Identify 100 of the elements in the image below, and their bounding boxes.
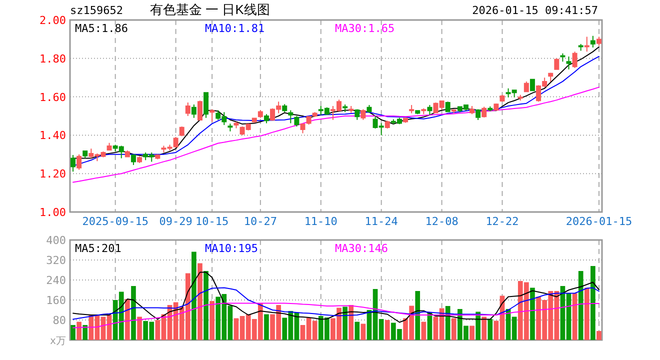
candlestick [524, 80, 529, 92]
bar [482, 316, 487, 340]
candlestick [234, 121, 239, 129]
text: MA5:201 [75, 242, 122, 255]
y-tick-label: 1.60 [40, 90, 66, 104]
chart-title: 有色基金 一 日K线图 [150, 2, 270, 17]
candlestick [578, 44, 584, 52]
bar [572, 293, 578, 340]
x-tick-label: 09-29 [159, 215, 192, 228]
bar [470, 326, 474, 340]
bar [476, 312, 480, 340]
bar [204, 271, 208, 340]
candlestick [258, 110, 263, 118]
text: MA30:1.65 [335, 22, 395, 35]
candlestick [409, 104, 414, 114]
candlestick [494, 103, 499, 112]
bar [421, 322, 426, 340]
candlestick [106, 142, 112, 152]
bar [354, 322, 360, 340]
candlestick [294, 116, 300, 128]
candlestick [476, 108, 481, 121]
candlestick [596, 36, 602, 46]
text: 2026-01-15 09:41:57 [472, 4, 598, 17]
x-tick-label: 10-27 [244, 215, 277, 228]
candlestick [451, 108, 456, 114]
line-series [72, 302, 600, 328]
bar [451, 318, 456, 340]
bar [445, 306, 450, 340]
candlestick [252, 117, 257, 124]
candlestick [173, 136, 178, 148]
candlestick [191, 104, 196, 118]
y-axis-title: x万 [50, 336, 66, 347]
bar [192, 252, 196, 340]
bar [590, 266, 596, 340]
y-tick-label: 2.00 [40, 14, 66, 27]
x-tick-label: 10-15 [196, 215, 229, 228]
x-tick-label: 11-24 [364, 215, 398, 228]
bar [264, 314, 269, 340]
line-series [72, 287, 600, 320]
bar [198, 263, 202, 340]
candlestick [70, 154, 76, 172]
candlestick [560, 52, 566, 62]
candlestick [548, 72, 554, 82]
candlestick [470, 106, 475, 115]
bar [415, 291, 420, 340]
candlestick [137, 156, 142, 164]
candlestick [384, 120, 390, 129]
candlestick [488, 106, 493, 112]
y-tick-label: 80 [52, 314, 66, 327]
candlestick [445, 101, 450, 113]
bar [70, 325, 76, 340]
candlestick [427, 104, 432, 116]
candlestick [403, 117, 408, 124]
candlestick [348, 106, 354, 114]
candlestick [82, 150, 88, 159]
candlestick [572, 51, 578, 68]
candlestick [204, 92, 209, 118]
text: MA10:195 [205, 242, 258, 255]
candlestick [354, 108, 360, 120]
y-tick-label: 1.00 [40, 206, 66, 219]
x-tick-label: 2026-01-15 [566, 215, 632, 228]
candlestick [590, 35, 596, 48]
x-tick-label: 12-22 [486, 215, 519, 228]
candlestick [197, 100, 202, 121]
y-tick-label: 320 [46, 254, 66, 267]
candlestick [210, 108, 215, 122]
bar [530, 288, 535, 340]
bar [210, 301, 214, 340]
candlestick [554, 58, 560, 70]
x-tick-label: 11-10 [304, 215, 338, 228]
candlestick [566, 56, 572, 70]
candlestick [179, 126, 184, 137]
line-series [72, 86, 600, 183]
candlestick [264, 114, 269, 124]
y-tick-label: 160 [46, 294, 66, 307]
y-tick-label: 240 [46, 274, 66, 287]
bar [342, 306, 348, 340]
candlestick [584, 36, 590, 52]
bar [360, 324, 366, 340]
bar [131, 286, 136, 340]
candlestick [228, 123, 233, 132]
candlestick [421, 108, 426, 115]
bar [384, 320, 390, 340]
x-tick-label: 2025-09-15 [82, 215, 148, 228]
y-tick-label: 400 [46, 234, 66, 247]
candlestick [124, 150, 130, 158]
bar [488, 319, 493, 340]
x-tick-label: 12-08 [425, 215, 458, 228]
text: MA30:146 [335, 242, 388, 255]
candlestick [518, 94, 523, 102]
bar [82, 325, 88, 340]
candlestick [288, 110, 294, 124]
candlestick [360, 108, 366, 120]
candlestick [185, 102, 190, 116]
bar [584, 288, 590, 340]
candlestick [155, 154, 160, 160]
text: MA10:1.81 [205, 22, 265, 35]
y-tick-label: 1.20 [40, 168, 66, 181]
candlestick [342, 104, 348, 113]
candlestick [482, 106, 487, 118]
